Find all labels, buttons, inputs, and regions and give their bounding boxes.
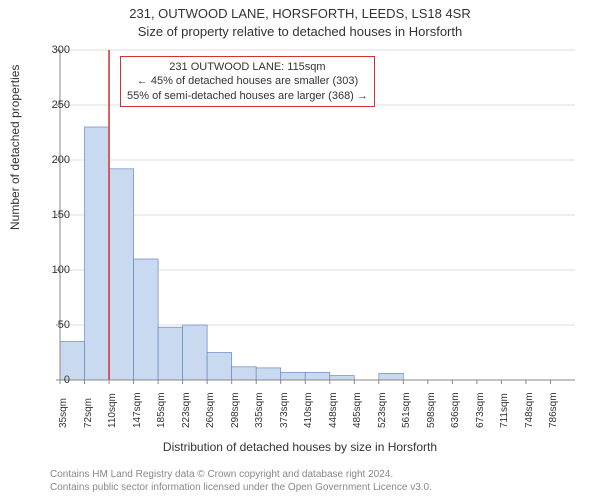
x-tick-label: 561sqm [401,392,412,428]
x-tick-label: 748sqm [524,392,535,428]
annotation-line3: 55% of semi-detached houses are larger (… [127,89,368,103]
y-tick-label: 150 [30,209,70,221]
chart-container: { "title_line1": "231, OUTWOOD LANE, HOR… [0,0,600,500]
annotation-box: 231 OUTWOOD LANE: 115sqm ← 45% of detach… [120,56,375,107]
x-tick-label: 223sqm [181,392,192,428]
x-tick-label: 636sqm [450,392,461,428]
x-tick-label: 72sqm [83,398,94,428]
chart-subtitle: Size of property relative to detached ho… [0,24,600,39]
x-tick-label: 485sqm [352,392,363,428]
x-tick-label: 410sqm [303,392,314,428]
annotation-line2: ← 45% of detached houses are smaller (30… [127,74,368,88]
y-tick-label: 100 [30,264,70,276]
y-axis-label: Number of detached properties [8,65,22,230]
x-tick-label: 185sqm [156,392,167,428]
x-tick-label: 147sqm [132,392,143,428]
x-tick-label: 523sqm [377,392,388,428]
attribution-line1: Contains HM Land Registry data © Crown c… [50,468,432,481]
attribution-text: Contains HM Land Registry data © Crown c… [50,468,432,494]
x-tick-label: 298sqm [230,392,241,428]
x-tick-label: 673sqm [475,392,486,428]
y-tick-label: 0 [30,374,70,386]
y-tick-label: 50 [30,319,70,331]
x-tick-label: 335sqm [254,392,265,428]
x-tick-label: 786sqm [548,392,559,428]
y-tick-label: 250 [30,99,70,111]
x-tick-label: 598sqm [426,392,437,428]
x-tick-label: 110sqm [107,393,118,428]
annotation-line1: 231 OUTWOOD LANE: 115sqm [127,60,368,74]
y-tick-label: 300 [30,44,70,56]
attribution-line2: Contains public sector information licen… [50,481,432,494]
x-tick-label: 373sqm [279,392,290,428]
x-tick-label: 260sqm [205,392,216,428]
chart-address-title: 231, OUTWOOD LANE, HORSFORTH, LEEDS, LS1… [0,6,600,21]
x-tick-label: 448sqm [328,392,339,428]
x-tick-label: 711sqm [499,393,510,428]
x-tick-label: 35sqm [58,398,69,428]
x-axis-label: Distribution of detached houses by size … [0,440,600,454]
y-tick-label: 200 [30,154,70,166]
